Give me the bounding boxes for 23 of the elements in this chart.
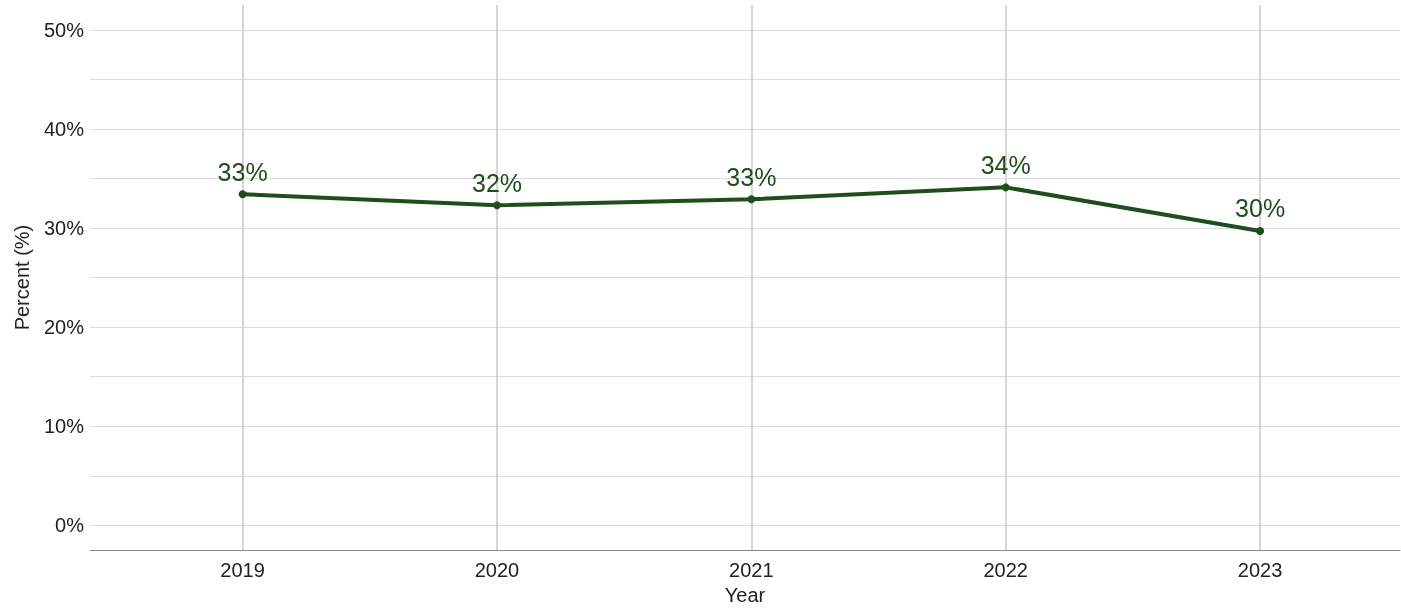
point — [1256, 226, 1265, 235]
data-label: 33% — [217, 157, 268, 186]
y-tick-label: 10% — [43, 415, 85, 438]
x-tick-label: 2023 — [1237, 559, 1283, 582]
x-tick-label: 2020 — [474, 559, 520, 582]
x-tick-label: 2019 — [220, 559, 265, 582]
y-tick-label: 0% — [55, 514, 85, 537]
data-label: 34% — [980, 150, 1031, 179]
point — [493, 201, 501, 210]
y-axis-title: Percent (%) — [11, 224, 33, 331]
y-tick-label: 50% — [43, 18, 85, 41]
y-tick-label: 20% — [43, 316, 85, 339]
x-axis-title: Year — [724, 584, 766, 606]
point — [747, 195, 756, 204]
point — [1001, 183, 1010, 192]
x-tick-label: 2022 — [983, 559, 1028, 582]
data-label: 30% — [1235, 194, 1286, 223]
data-label: 33% — [726, 162, 777, 191]
y-tick-label: 30% — [43, 217, 85, 239]
point — [238, 190, 247, 199]
x-tick-label: 2021 — [729, 559, 774, 582]
y-tick-label: 40% — [43, 117, 85, 140]
data-label: 32% — [471, 168, 523, 197]
